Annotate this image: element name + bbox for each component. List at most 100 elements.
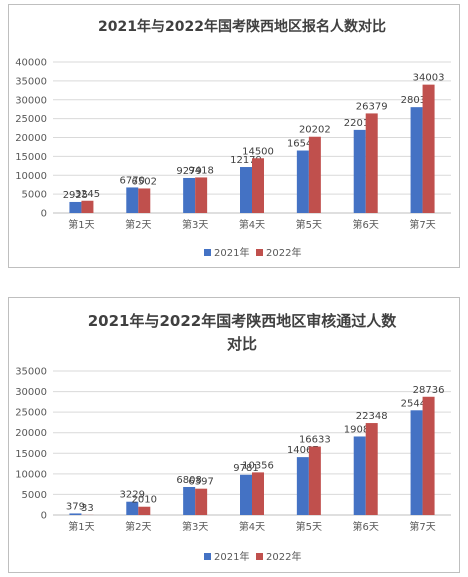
legend-swatch: [256, 249, 263, 256]
bar-series-1: [410, 107, 423, 213]
bar-series-1: [410, 410, 423, 515]
data-label: 2925: [63, 190, 88, 201]
registration-chart: 2021年与2022年国考陕西地区报名人数对比 0 5000 10000 15000 20…: [15, 18, 451, 259]
bar-series-2: [195, 488, 208, 515]
x-tick-label: 第1天: [68, 218, 94, 231]
data-label: 14500: [242, 146, 274, 157]
y-tick-label: 30000: [15, 387, 47, 398]
data-label: 12179: [230, 155, 262, 166]
legend-swatch: [204, 553, 211, 560]
data-label: 22348: [356, 411, 388, 422]
bar-series-1: [126, 187, 139, 213]
bar-series-2: [195, 177, 208, 213]
data-label: 379: [66, 501, 85, 512]
x-tick-label: 第5天: [296, 218, 322, 231]
bar-series-1: [353, 436, 366, 515]
bar-series-2: [308, 446, 321, 515]
x-tick-label: 第2天: [125, 520, 151, 533]
bar-series-1: [183, 486, 196, 515]
bar-series-2: [365, 423, 378, 515]
data-label: 6397: [188, 477, 213, 488]
bar-series-2: [81, 200, 94, 213]
legend-label: 2022年: [266, 550, 301, 563]
y-tick-label: 10000: [15, 171, 47, 182]
x-tick-label: 第7天: [409, 218, 435, 231]
data-label: 19084: [344, 424, 376, 435]
chart-title: 2021年与2022年国考陕西地区审核通过人数: [88, 312, 397, 330]
data-label: 9781: [233, 463, 258, 474]
legend-label: 2021年: [214, 246, 249, 259]
bar-series-1: [240, 474, 252, 515]
data-label: 33: [81, 503, 94, 514]
bar-series-1: [296, 457, 309, 515]
bar-series-1: [353, 129, 366, 213]
data-label: 9279: [176, 166, 201, 177]
x-tick-label: 第6天: [353, 520, 379, 533]
data-label: 3229: [120, 490, 145, 501]
y-tick-label: 10000: [15, 469, 47, 480]
data-label: 3245: [75, 189, 100, 200]
y-tick-label: 20000: [15, 133, 47, 144]
legend-swatch: [256, 553, 263, 560]
data-label: 26379: [356, 101, 388, 112]
y-tick-label: 35000: [15, 367, 47, 378]
y-tick-label: 15000: [15, 449, 47, 460]
bar-series-1: [240, 167, 252, 213]
data-label: 9418: [188, 165, 213, 176]
data-label: 16633: [299, 435, 331, 446]
data-label: 16549: [287, 139, 319, 150]
bar-series-1: [69, 201, 82, 213]
chart-panel-approved: 2021年与2022年国考陕西地区审核通过人数 对比 0 5000 10000 15000…: [8, 297, 460, 573]
bar-series-1: [183, 177, 196, 213]
x-tick-label: 第6天: [353, 218, 379, 231]
data-label: 25447: [401, 398, 433, 409]
data-label: 28736: [413, 385, 445, 396]
chart-title: 2021年与2022年国考陕西地区报名人数对比: [98, 18, 386, 35]
y-tick-label: 35000: [15, 76, 47, 87]
bar-series-2: [252, 472, 264, 515]
y-tick-label: 5000: [22, 490, 47, 501]
x-tick-label: 第3天: [182, 520, 208, 533]
data-label: 22016: [344, 118, 376, 129]
bar-series-2: [422, 84, 435, 213]
data-label: 14067: [287, 445, 319, 456]
y-tick-label: 0: [41, 209, 47, 220]
bar-series-1: [126, 501, 139, 515]
bar-series-2: [138, 188, 151, 213]
bar-series-1: [69, 513, 82, 515]
chart-panel-registration: 2021年与2022年国考陕西地区报名人数对比 0 5000 10000 15000 20…: [8, 4, 460, 268]
y-tick-label: 40000: [15, 58, 47, 69]
data-label: 10356: [242, 460, 274, 471]
y-tick-label: 5000: [22, 190, 47, 201]
bar-series-2: [138, 506, 151, 515]
x-tick-label: 第4天: [239, 218, 265, 231]
x-tick-label: 第5天: [296, 520, 322, 533]
legend-label: 2022年: [266, 246, 301, 259]
data-label: 28038: [401, 95, 433, 106]
data-label: 6770: [120, 175, 145, 186]
bar-series-2: [365, 113, 378, 213]
y-tick-label: 25000: [15, 408, 47, 419]
y-tick-label: 0: [41, 511, 47, 522]
x-tick-label: 第3天: [182, 218, 208, 231]
chart-title: 对比: [227, 335, 257, 353]
x-tick-label: 第2天: [125, 218, 151, 231]
x-tick-label: 第4天: [239, 520, 265, 533]
bar-series-2: [252, 158, 264, 213]
data-label: 2010: [132, 495, 157, 506]
y-tick-label: 30000: [15, 95, 47, 106]
bar-series-1: [296, 150, 309, 213]
bar-series-2: [308, 136, 321, 213]
data-label: 6502: [132, 176, 157, 187]
y-tick-label: 25000: [15, 114, 47, 125]
y-tick-label: 20000: [15, 428, 47, 439]
data-label: 6808: [176, 475, 201, 486]
legend-swatch: [204, 249, 211, 256]
legend-label: 2021年: [214, 550, 249, 563]
y-tick-label: 15000: [15, 152, 47, 163]
x-tick-label: 第1天: [68, 520, 94, 533]
data-label: 20202: [299, 125, 331, 136]
data-label: 34003: [413, 73, 445, 84]
bar-series-2: [422, 396, 435, 515]
